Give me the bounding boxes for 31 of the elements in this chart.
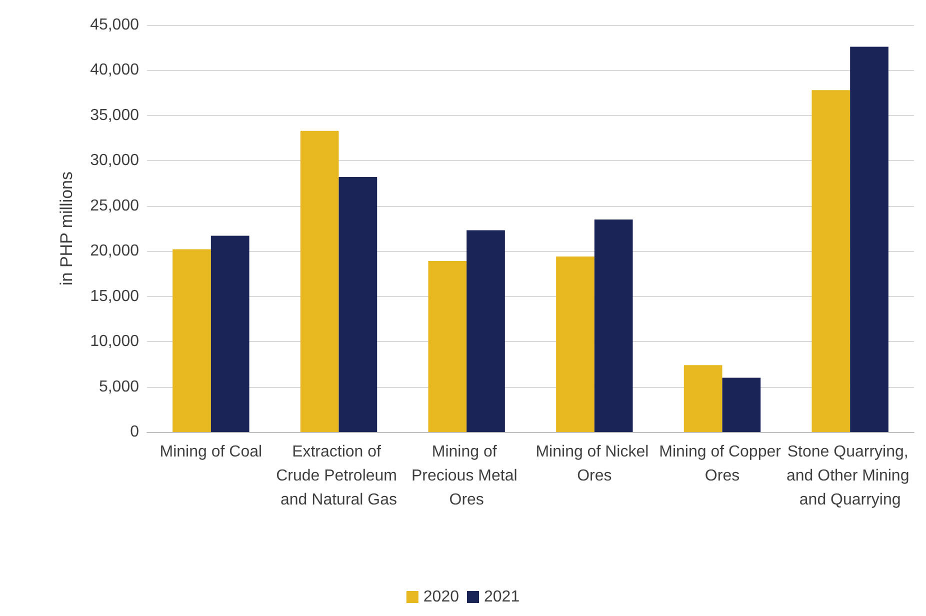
bar xyxy=(428,261,467,432)
y-tick-label: 15,000 xyxy=(90,288,140,305)
y-tick-label: 5,000 xyxy=(98,378,140,396)
x-tick-label: Stone Quarrying, and Other Mining and Quarrying xyxy=(786,444,914,508)
bar xyxy=(594,219,633,432)
bar xyxy=(300,130,339,432)
y-axis-title: in PHP millions xyxy=(57,171,76,286)
y-tick-label: 10,000 xyxy=(90,333,140,350)
y-tick-label: 35,000 xyxy=(90,106,140,124)
bar xyxy=(210,236,250,432)
bar xyxy=(812,90,850,432)
bar xyxy=(684,365,722,432)
y-tick-label: 45,000 xyxy=(90,16,140,34)
bar xyxy=(172,249,211,432)
y-tick-label: 25,000 xyxy=(90,197,140,214)
y-tick-label: 20,000 xyxy=(90,242,140,260)
bar xyxy=(556,256,594,432)
legend-label: 2021 xyxy=(484,588,520,606)
x-tick-label: Mining of Coal xyxy=(160,444,262,460)
bar xyxy=(466,230,505,432)
bar xyxy=(850,46,888,432)
x-tick-label: Mining of Copper Ores xyxy=(659,444,786,484)
bar xyxy=(722,378,761,432)
legend-label: 2020 xyxy=(423,588,460,606)
x-tick-label: Mining of Nickel Ores xyxy=(536,444,654,484)
x-tick-label: Mining of Precious Metal Ores xyxy=(411,444,522,508)
y-tick-label: 0 xyxy=(130,424,140,440)
y-tick-label: 40,000 xyxy=(90,62,140,79)
x-tick-label: Extraction of Crude Petroleum and Natural Gas xyxy=(276,444,402,508)
y-tick-label: 30,000 xyxy=(90,152,140,170)
bar xyxy=(338,176,378,432)
